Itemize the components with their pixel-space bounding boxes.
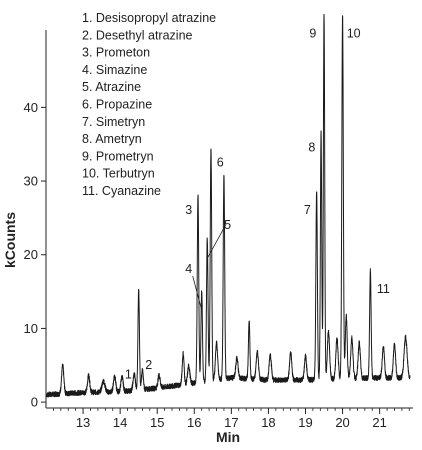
chromatogram-trace <box>46 13 411 398</box>
x-tick-label: 19 <box>298 415 312 430</box>
x-tick-label: 16 <box>187 415 201 430</box>
peak-label-5: 5 <box>224 218 231 232</box>
peak-label-3: 3 <box>185 203 192 217</box>
peak-label-6: 6 <box>217 155 224 169</box>
legend-item: 3. Prometon <box>82 46 150 60</box>
peak-label-11: 11 <box>377 282 390 296</box>
y-tick-label: 10 <box>24 321 38 336</box>
x-tick-label: 17 <box>224 415 238 430</box>
x-tick-label: 20 <box>335 415 349 430</box>
x-tick-label: 15 <box>150 415 164 430</box>
legend-item: 7. Simetryn <box>82 115 145 129</box>
y-tick-label: 40 <box>24 100 38 115</box>
x-tick-label: 13 <box>76 415 90 430</box>
trace-layer <box>46 13 411 398</box>
y-tick-label: 0 <box>31 395 38 410</box>
legend: 1. Desisopropyl atrazine 2. Desethyl atra… <box>82 11 216 198</box>
peak-label-1: 1 <box>125 368 132 382</box>
peak-label-4: 4 <box>185 262 192 276</box>
peak-label-9: 9 <box>309 26 316 40</box>
legend-item: 1. Desisopropyl atrazine <box>82 11 216 25</box>
legend-item: 8. Ametryn <box>82 132 142 146</box>
legend-item: 11. Cyanazine <box>82 184 161 198</box>
legend-item: 10. Terbutryn <box>82 167 155 181</box>
legend-item: 9. Prometryn <box>82 149 154 163</box>
peak-label-8: 8 <box>308 141 315 155</box>
x-axis-title: Min <box>216 429 240 445</box>
legend-item: 5. Atrazine <box>82 80 141 94</box>
y-axis-title: kCounts <box>2 212 18 268</box>
peak-label-10: 10 <box>347 26 361 40</box>
y-tick-label: 20 <box>24 247 38 262</box>
x-tick-label: 18 <box>261 415 275 430</box>
y-tick-label: 30 <box>24 174 38 189</box>
peak-label-7: 7 <box>304 203 311 217</box>
x-tick-label: 14 <box>113 415 127 430</box>
peak-labels: 12 3 4 5 6 7 8 9 10 11 <box>125 26 390 381</box>
peak-leader-line <box>192 276 203 311</box>
peak-label-2: 2 <box>145 358 152 372</box>
legend-item: 4. Simazine <box>82 63 147 77</box>
x-tick-label: 21 <box>372 415 386 430</box>
peak-leader-line <box>206 224 226 259</box>
legend-item: 6. Propazine <box>82 98 152 112</box>
legend-item: 2. Desethyl atrazine <box>82 28 193 42</box>
